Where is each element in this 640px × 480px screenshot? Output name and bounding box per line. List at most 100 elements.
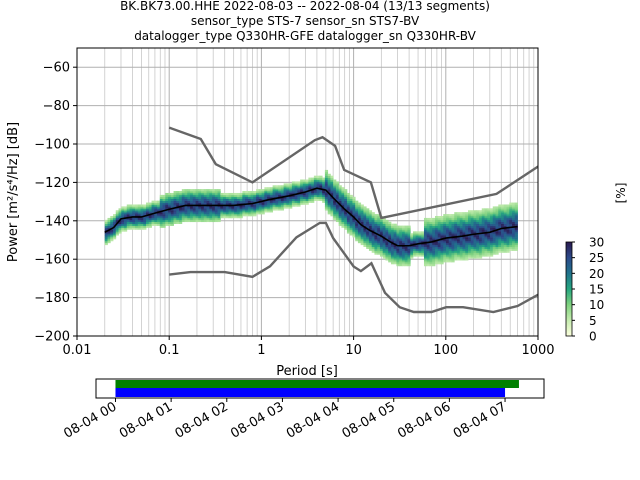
histogram-cell [514,231,518,234]
histogram-cell [330,192,334,196]
histogram-cell [368,231,373,234]
histogram-cell [512,240,516,244]
histogram-cell [506,204,510,207]
histogram-cell [390,231,395,234]
histogram-cell [426,221,430,224]
histogram-cell [278,206,282,209]
histogram-cell [512,214,516,217]
histogram-cell [421,235,425,238]
histogram-cell [454,219,458,223]
histogram-cell [316,192,320,196]
histogram-cell [451,217,455,221]
histogram-cell [487,216,491,219]
histogram-cell [459,246,463,249]
histogram-cell [159,206,163,209]
histogram-cell [261,208,265,211]
histogram-cell [434,258,439,261]
histogram-cell [203,189,207,192]
histogram-cell [162,198,166,201]
histogram-cell [190,196,194,200]
histogram-cell [110,217,114,221]
histogram-cell [382,239,386,242]
histogram-cell [267,194,271,198]
histogram-cell [360,204,364,207]
histogram-cell [168,202,172,205]
histogram-cell [234,202,238,205]
histogram-cell [198,200,202,203]
histogram-cell [443,217,447,221]
histogram-cell [203,192,207,196]
histogram-cell [404,246,408,249]
histogram-cell [195,192,199,196]
histogram-cell [187,196,191,200]
histogram-cell [349,210,353,213]
histogram-cell [385,231,389,234]
histogram-cell [236,216,240,219]
histogram-cell [487,208,491,211]
histogram-cell [269,202,274,205]
histogram-cell [341,196,345,200]
histogram-cell [129,206,133,209]
histogram-cell [363,239,367,242]
histogram-cell [352,198,356,201]
coverage-bar-used [115,388,506,397]
histogram-cell [407,260,411,263]
histogram-cell [459,216,463,219]
histogram-cell [151,210,155,213]
histogram-cell [434,240,439,244]
histogram-cell [333,196,337,200]
histogram-cell [198,216,202,219]
histogram-cell [228,212,232,215]
histogram-cell [407,227,411,230]
histogram-cell [352,227,356,230]
histogram-cell [302,196,307,200]
histogram-cell [503,225,507,228]
histogram-cell [187,210,191,213]
histogram-cell [275,200,279,203]
histogram-cell [217,189,221,192]
histogram-cell [324,177,329,180]
histogram-cell [212,189,216,192]
histogram-cell [223,216,227,219]
histogram-cell [385,227,389,230]
histogram-cell [490,212,494,215]
histogram-cell [267,206,271,209]
histogram-cell [495,244,499,248]
histogram-cell [385,256,389,259]
histogram-cell [448,240,452,244]
histogram-cell [258,194,263,198]
histogram-cell [305,192,309,196]
histogram-cell [121,210,125,213]
histogram-cell [179,219,183,223]
histogram-cell [360,217,364,221]
histogram-cell [214,206,218,209]
histogram-cell [495,225,499,228]
histogram-cell [487,217,491,221]
histogram-cell [190,210,194,213]
histogram-cell [479,231,483,234]
histogram-cell [162,200,166,203]
histogram-cell [140,223,144,226]
histogram-cell [280,208,285,211]
histogram-cell [198,212,202,215]
histogram-cell [209,217,213,221]
histogram-cell [357,235,362,238]
histogram-cell [374,233,378,236]
histogram-cell [506,239,510,242]
histogram-cell [429,248,433,251]
histogram-cell [261,189,265,192]
histogram-cell [401,227,406,230]
histogram-cell [256,206,260,209]
histogram-cell [426,235,430,238]
low-noise-model-line [169,221,538,314]
histogram-cell [137,204,141,207]
histogram-cell [363,214,367,217]
histogram-cell [313,194,318,198]
histogram-cell [401,231,406,234]
histogram-cell [305,196,309,200]
histogram-cell [399,260,403,263]
histogram-cell [220,210,224,213]
histogram-cell [283,192,287,196]
histogram-cell [468,244,472,248]
histogram-cell [267,196,271,200]
